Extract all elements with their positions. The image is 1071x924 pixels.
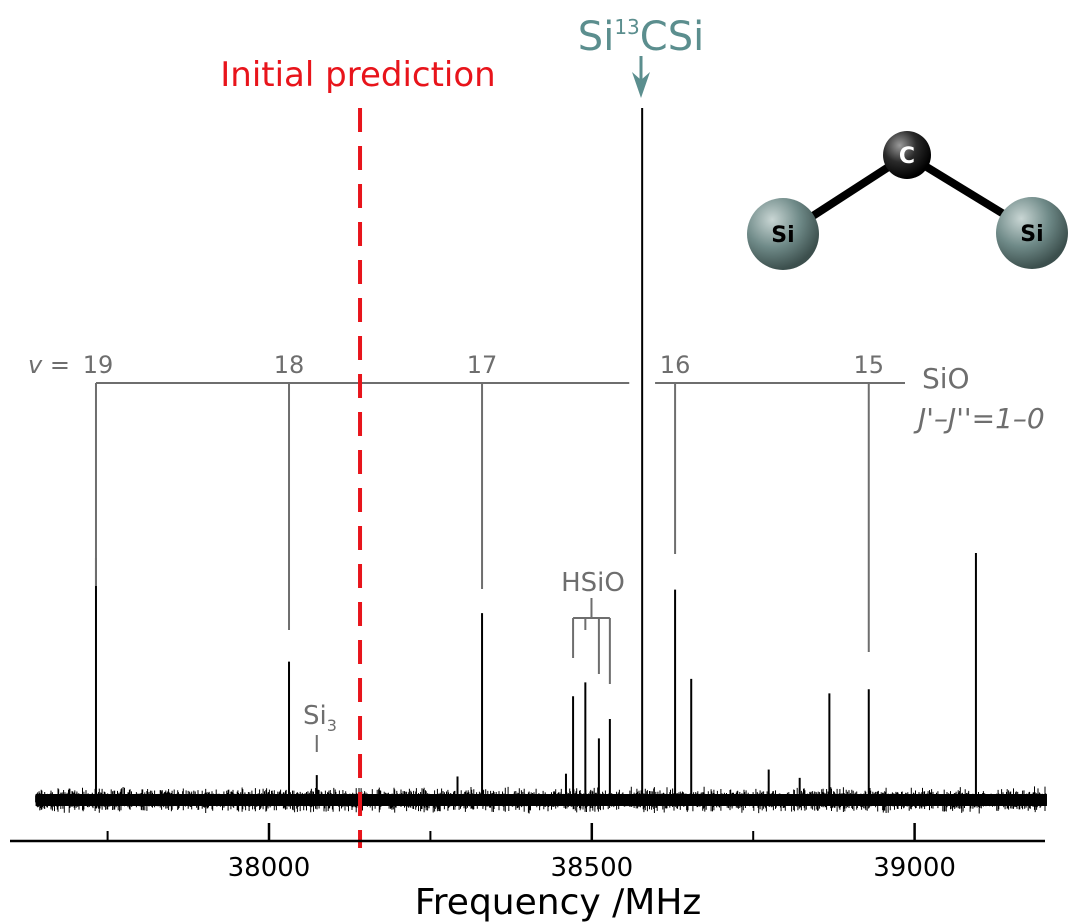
atom-si-left [747,198,819,270]
si3-label-sub: 3 [327,716,337,735]
atom-si-right [996,197,1068,269]
molecule-illustration: Si Si C [747,131,1068,270]
target-label-end: CSi [640,14,704,60]
si3-label: Si3 [303,701,337,735]
sio-v-label-19: 19 [83,351,114,379]
noise-core [35,794,1047,806]
atom-si-right-label: Si [1020,222,1043,247]
x-tick-label-0: 38000 [228,853,311,883]
x-tick-label-2: 39000 [873,853,956,883]
spectrum-trace [35,108,1047,814]
sio-transition-label: J'–J''=1–0 [913,402,1045,435]
si3-label-main: Si [303,701,327,731]
target-arrow-head [632,72,650,98]
atom-si-left-label: Si [771,223,794,248]
hsio-bracket [572,598,611,684]
sio-v-label-15: 15 [853,351,884,379]
sio-v-label-18: 18 [274,351,305,379]
sio-v-prefix: v = [28,351,70,379]
sio-v-label-16: 16 [660,351,691,379]
atom-c-center [883,131,931,179]
x-axis-label: Frequency /MHz [415,882,702,923]
hsio-label: HSiO [561,568,625,598]
atom-c-label: C [899,144,915,169]
prediction-label: Initial prediction [220,55,495,95]
target-label-sup: 13 [614,15,639,39]
sio-v-label-17: 17 [467,351,498,379]
sio-label: SiO [922,362,970,395]
x-tick-label-1: 38500 [550,853,633,883]
target-label: Si13CSi [578,14,704,60]
sio-series-markers: v = SiO J'–J''=1–0 19 18 17 16 15 [28,351,1045,652]
target-label-main: Si [578,14,615,60]
si3-annotation: Si3 [303,701,337,752]
x-axis: 38000 38500 39000 [10,823,1045,883]
